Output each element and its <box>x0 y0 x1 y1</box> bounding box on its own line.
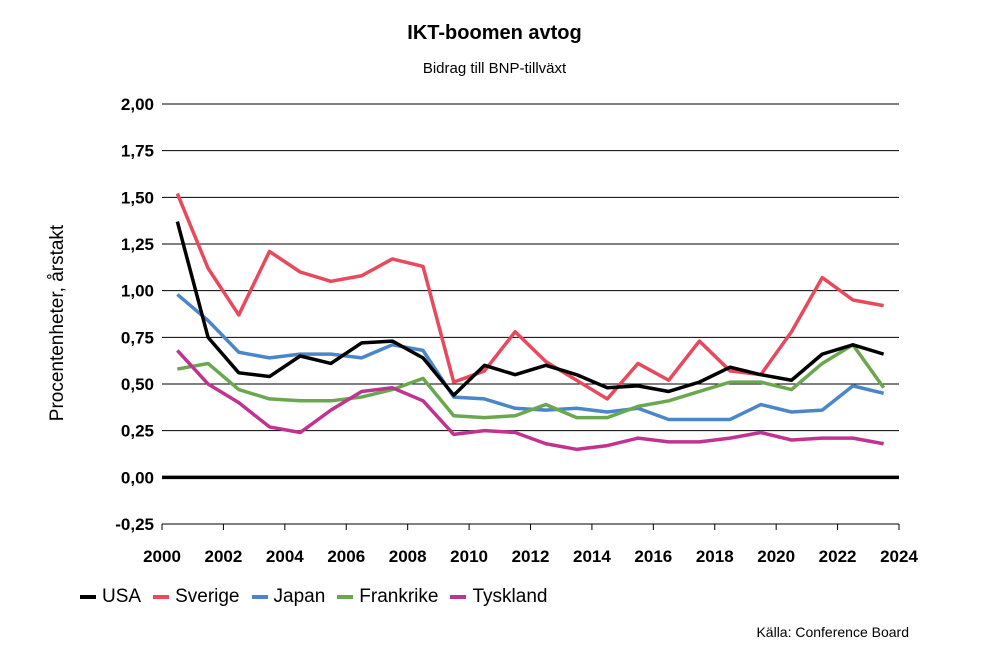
series-lines <box>175 192 886 452</box>
legend-item-japan: Japan <box>251 586 326 608</box>
series-line-frankrike <box>177 343 886 420</box>
x-tick-label: 2008 <box>389 547 427 566</box>
y-tick-label: 0,25 <box>121 422 154 441</box>
y-tick-label: -0,25 <box>115 515 154 534</box>
legend-swatch <box>153 595 170 599</box>
y-tick-label: 1,00 <box>121 282 154 301</box>
x-tick-label: 2016 <box>634 547 672 566</box>
y-tick-labels: -0,25 0,00 0,25 0,50 0,75 1,00 1,25 1,50 1,75 2,0… <box>115 95 154 534</box>
x-tick-label: 2012 <box>512 547 550 566</box>
x-tick-label: 2002 <box>205 547 243 566</box>
series-line-tyskland <box>176 349 884 452</box>
x-tick-label: 2020 <box>757 547 795 566</box>
x-tick-label: 2024 <box>880 547 918 566</box>
legend: USA Sverige Japan Frankrike Tyskland <box>80 586 559 608</box>
x-tick-label: 2022 <box>819 547 857 566</box>
y-tick-label: 1,25 <box>121 235 154 254</box>
legend-label: Frankrike <box>359 586 439 607</box>
legend-swatch <box>80 595 96 599</box>
legend-label: USA <box>102 586 142 607</box>
legend-swatch <box>450 595 467 599</box>
y-tick-label: 0,50 <box>121 375 154 394</box>
legend-label: Tyskland <box>472 586 548 607</box>
legend-label: Sverige <box>175 586 240 607</box>
grid-lines <box>162 103 899 480</box>
x-tick-label: 2018 <box>696 547 734 566</box>
legend-item-usa: USA <box>80 586 141 608</box>
chart-subtitle: Bidrag till BNP-tillväxt <box>422 60 567 77</box>
x-tick-label: 2000 <box>143 547 181 566</box>
chart-title: IKT-boomen avtog <box>407 22 582 44</box>
x-tick-label: 2010 <box>450 547 488 566</box>
y-tick-label: 1,50 <box>121 188 154 207</box>
series-line-sverige <box>175 192 884 401</box>
x-tick-label: 2014 <box>573 547 611 566</box>
y-tick-label: 1,75 <box>121 142 154 161</box>
legend-item-sverige: Sverige <box>153 586 240 608</box>
y-tick-label: 2,00 <box>121 95 154 114</box>
legend-label: Japan <box>273 586 326 607</box>
legend-item-frankrike: Frankrike <box>337 586 438 608</box>
legend-swatch <box>251 595 268 599</box>
x-axis: 2000 2002 2004 2006 2008 2010 2012 2014 2016 2018… <box>143 523 918 566</box>
source-note: Källa: Conference Board <box>756 624 909 640</box>
x-tick-label: 2006 <box>327 547 365 566</box>
x-tick-label: 2004 <box>266 547 304 566</box>
series-line-usa <box>175 221 885 397</box>
y-tick-label: 0,75 <box>121 328 154 347</box>
legend-swatch <box>337 595 354 599</box>
y-tick-label: 0,00 <box>121 468 154 487</box>
legend-item-tyskland: Tyskland <box>450 586 547 608</box>
